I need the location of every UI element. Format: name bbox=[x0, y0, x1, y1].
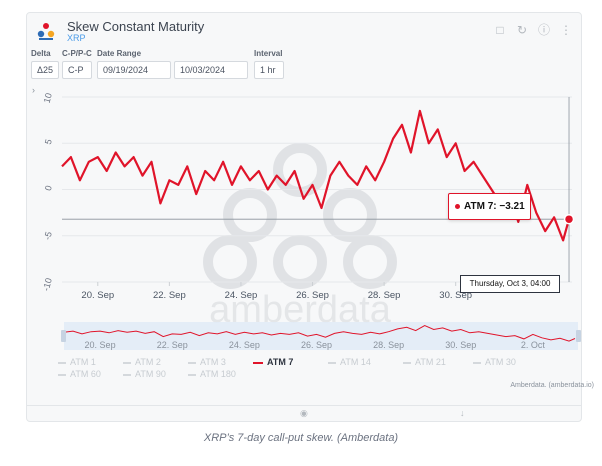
navigator-left-handle bbox=[61, 330, 66, 342]
amberdata-logo-icon bbox=[37, 23, 55, 40]
delta-select[interactable]: Δ25 bbox=[31, 61, 59, 79]
widget-title: Skew Constant Maturity bbox=[67, 19, 205, 34]
legend-swatch bbox=[188, 373, 196, 376]
legend-label: ATM 90 bbox=[135, 369, 166, 379]
widget-header: Skew Constant Maturity XRP □ ↻ ⓘ ⋮ bbox=[27, 13, 581, 47]
legend-label: ATM 60 bbox=[70, 369, 101, 379]
figure-caption: XRP’s 7-day call-put skew. (Amberdata) bbox=[203, 432, 399, 444]
date-end-input[interactable]: 10/03/2024 bbox=[174, 61, 248, 79]
legend-item[interactable]: ATM 14 bbox=[328, 357, 371, 367]
date-range-label: Date Range bbox=[97, 49, 142, 58]
y-tick-label: 10 bbox=[42, 92, 54, 104]
x-tick-label: 30. Sep bbox=[439, 290, 472, 301]
legend-swatch bbox=[328, 361, 336, 364]
legend-swatch bbox=[473, 361, 481, 364]
x-tick-label: 20. Sep bbox=[81, 290, 114, 301]
bookmark-icon[interactable]: □ bbox=[496, 23, 504, 37]
navigator-series-line bbox=[63, 325, 576, 342]
legend-item[interactable]: ATM 30 bbox=[473, 357, 516, 367]
refresh-icon[interactable]: ↻ bbox=[516, 23, 528, 37]
crosshair-x-label: Thursday, Oct 3, 04:00 bbox=[460, 275, 560, 293]
series-line-atm-7 bbox=[61, 109, 571, 242]
widget-subtitle: XRP bbox=[67, 33, 86, 43]
legend-label: ATM 180 bbox=[200, 369, 236, 379]
y-tick-label: -10 bbox=[41, 277, 54, 292]
navigator-tick-label: 20. Sep bbox=[85, 340, 116, 350]
tooltip-text: ATM 7: −3.21 bbox=[464, 201, 525, 212]
series-marker-atm-7 bbox=[563, 213, 575, 225]
download-icon[interactable]: ↓ bbox=[460, 408, 465, 418]
cp-label: C-P/P-C bbox=[62, 49, 92, 58]
legend-item[interactable]: ATM 90 bbox=[123, 369, 166, 379]
info-icon[interactable]: ⓘ bbox=[537, 23, 550, 37]
legend-swatch bbox=[58, 373, 66, 376]
chart-tooltip: ATM 7: −3.21 bbox=[448, 193, 531, 220]
series-dot-icon bbox=[455, 203, 460, 209]
y-tick-label: -5 bbox=[42, 231, 54, 241]
navigator-tick-label: 24. Sep bbox=[229, 340, 260, 350]
delta-label: Delta bbox=[31, 49, 51, 58]
legend-swatch bbox=[403, 361, 411, 364]
legend-swatch bbox=[58, 361, 66, 364]
legend-swatch bbox=[123, 361, 131, 364]
chart-credit: Amberdata. (amberdata.io) bbox=[510, 382, 594, 389]
navigator-tick-label: 28. Sep bbox=[373, 340, 404, 350]
navigator-tick-label: 2. Oct bbox=[521, 340, 546, 350]
legend-item[interactable]: ATM 180 bbox=[188, 369, 236, 379]
legend-label: ATM 30 bbox=[485, 357, 516, 367]
legend-item[interactable]: ATM 60 bbox=[58, 369, 101, 379]
widget-footer: ◉ ↓ bbox=[26, 405, 582, 421]
x-tick-label: 22. Sep bbox=[153, 290, 186, 301]
navigator-tick-label: 22. Sep bbox=[157, 340, 188, 350]
navigator-right-handle bbox=[576, 330, 581, 342]
x-tick-label: 28. Sep bbox=[368, 290, 401, 301]
interval-label: Interval bbox=[254, 49, 283, 58]
expand-chevron-icon[interactable]: › bbox=[32, 85, 35, 95]
legend-item[interactable]: ATM 7 bbox=[253, 357, 293, 367]
legend-label: ATM 7 bbox=[267, 357, 294, 367]
y-tick-label: 5 bbox=[43, 138, 54, 145]
legend-label: ATM 21 bbox=[415, 357, 446, 367]
legend-item[interactable]: ATM 1 bbox=[58, 357, 96, 367]
x-tick-label: 24. Sep bbox=[225, 290, 258, 301]
legend-label: ATM 14 bbox=[340, 357, 371, 367]
more-icon[interactable]: ⋮ bbox=[560, 23, 572, 37]
legend-item[interactable]: ATM 21 bbox=[403, 357, 446, 367]
legend-label: ATM 2 bbox=[135, 357, 161, 367]
navigator-tick-label: 30. Sep bbox=[445, 340, 476, 350]
navigator-tick-label: 26. Sep bbox=[301, 340, 332, 350]
interval-select[interactable]: 1 hr bbox=[254, 61, 284, 79]
legend-item[interactable]: ATM 3 bbox=[188, 357, 226, 367]
cp-select[interactable]: C-P bbox=[62, 61, 92, 79]
legend-label: ATM 3 bbox=[200, 357, 226, 367]
date-start-input[interactable]: 09/19/2024 bbox=[97, 61, 171, 79]
legend-swatch bbox=[188, 361, 196, 364]
x-tick-label: 26. Sep bbox=[296, 290, 329, 301]
legend-item[interactable]: ATM 2 bbox=[123, 357, 161, 367]
legend-swatch bbox=[123, 373, 131, 376]
y-tick-label: 0 bbox=[43, 184, 54, 191]
legend-swatch bbox=[253, 361, 263, 364]
camera-icon[interactable]: ◉ bbox=[300, 408, 308, 418]
legend-label: ATM 1 bbox=[70, 357, 96, 367]
